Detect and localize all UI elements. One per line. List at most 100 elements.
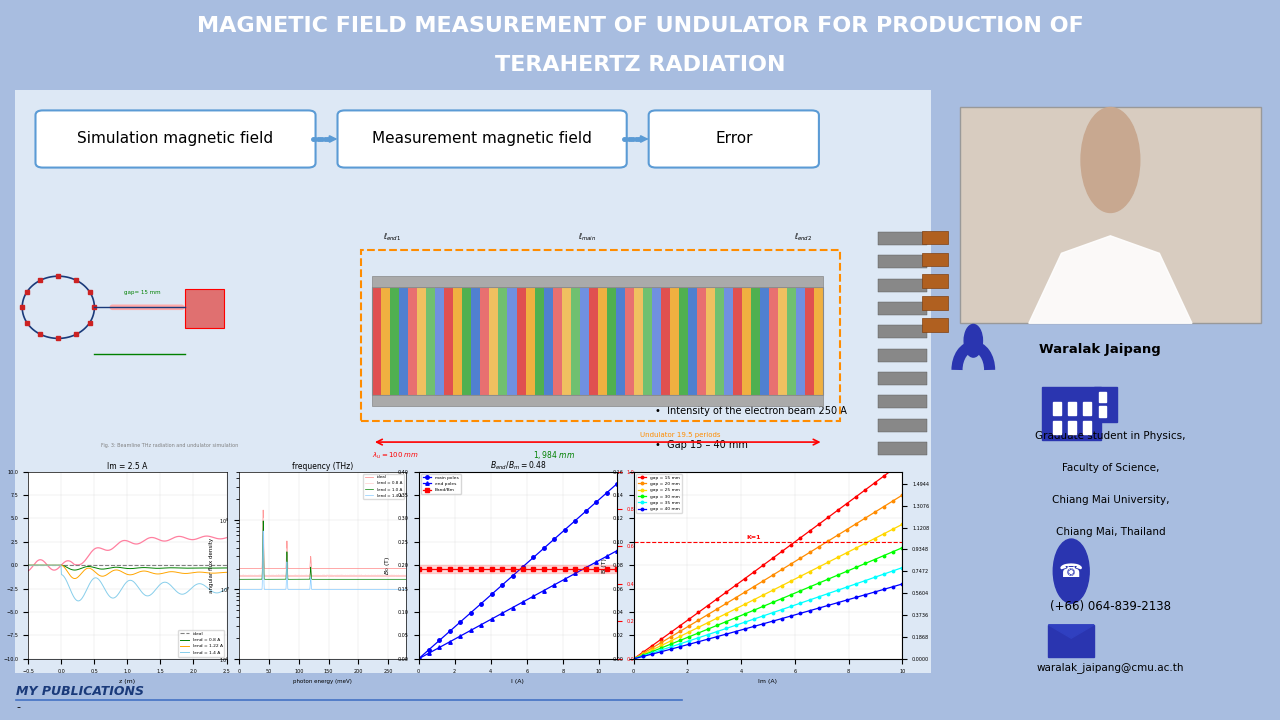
Circle shape (964, 325, 983, 357)
Bar (444, 287, 453, 395)
gap = 25 mm (626, 654, 641, 663)
gap = 35 mm (858, 576, 873, 585)
Bar (660, 287, 669, 395)
Iend = 1.0 A (312, 575, 328, 584)
Text: •  Electron energy 16 MeV: • Electron energy 16 MeV (654, 372, 783, 381)
ideal (164, 561, 179, 570)
Bar (878, 372, 927, 385)
Iend = 0.8 A (393, 571, 408, 580)
gap = 30 mm (672, 636, 687, 645)
Bar (580, 287, 589, 395)
gap = 35 mm (663, 643, 678, 652)
end poles (484, 615, 499, 624)
gap = 15 mm (829, 506, 845, 515)
gap = 35 mm (774, 606, 790, 614)
Line: Iend = 0.8 A: Iend = 0.8 A (239, 518, 406, 577)
gap = 20 mm (644, 644, 659, 652)
gap = 25 mm (672, 632, 687, 641)
gap = 35 mm (709, 627, 724, 636)
gap = 30 mm (829, 571, 845, 580)
gap = 40 mm (867, 588, 882, 596)
gap = 15 mm (737, 575, 753, 583)
Bar (589, 287, 598, 395)
gap = 15 mm (858, 485, 873, 494)
gap = 30 mm (626, 654, 641, 663)
gap = 20 mm (728, 593, 744, 602)
Band/Bm (589, 564, 604, 573)
gap = 15 mm (840, 499, 855, 508)
gap = 20 mm (654, 638, 669, 647)
FancyBboxPatch shape (338, 110, 627, 168)
Bar (878, 256, 927, 269)
Text: -: - (17, 702, 20, 712)
gap = 30 mm (886, 547, 901, 556)
ideal (146, 561, 161, 570)
Bar (544, 287, 553, 395)
main poles (421, 645, 436, 654)
main poles (579, 507, 594, 516)
gap = 40 mm (709, 632, 724, 641)
gap = 15 mm (663, 628, 678, 636)
Iend = 1.0 A (256, 516, 271, 525)
gap = 15 mm (654, 635, 669, 644)
gap = 25 mm (728, 605, 744, 613)
main poles (442, 627, 457, 636)
Title: frequency (THz): frequency (THz) (292, 462, 353, 471)
gap = 40 mm (681, 640, 696, 649)
Polygon shape (1048, 625, 1094, 638)
ideal (393, 564, 408, 573)
gap = 20 mm (663, 633, 678, 642)
gap = 30 mm (700, 625, 716, 634)
Text: Chiang Mai University,: Chiang Mai University, (1052, 495, 1169, 505)
main poles (463, 608, 479, 617)
gap = 40 mm (895, 580, 910, 588)
gap = 35 mm (691, 634, 707, 642)
gap = 20 mm (765, 571, 781, 580)
gap = 20 mm (783, 559, 799, 568)
gap = 20 mm (812, 542, 827, 551)
gap = 15 mm (672, 621, 687, 630)
Band/Bm (579, 564, 594, 573)
end poles (589, 558, 604, 567)
gap = 40 mm (755, 619, 771, 628)
gap = 35 mm (681, 636, 696, 645)
gap = 30 mm (635, 651, 650, 660)
gap = 35 mm (812, 593, 827, 601)
end poles (567, 569, 582, 577)
Bar (372, 276, 823, 287)
gap = 30 mm (654, 644, 669, 652)
Iend = 0.8 A (67, 566, 82, 575)
X-axis label: z (m): z (m) (119, 679, 136, 684)
Iend = 0.8 A (100, 564, 115, 573)
gap = 40 mm (803, 606, 818, 615)
gap = 20 mm (829, 531, 845, 539)
Bar (426, 287, 435, 395)
Bar (878, 325, 927, 338)
Band/Bm (516, 564, 531, 573)
Iend = 0.8 A (256, 514, 271, 523)
Bar (372, 287, 381, 395)
Bar (1100, 392, 1106, 402)
gap = 20 mm (681, 621, 696, 630)
gap = 35 mm (728, 621, 744, 629)
Iend = 1.4 A (146, 588, 161, 597)
Bar (922, 297, 947, 310)
Line: Iend = 1.22 A: Iend = 1.22 A (28, 565, 227, 579)
Bar (399, 287, 408, 395)
Bar (562, 287, 571, 395)
Iend = 1.4 A (308, 585, 324, 594)
gap = 20 mm (877, 503, 892, 511)
Line: gap = 35 mm: gap = 35 mm (632, 567, 904, 660)
gap = 25 mm (765, 586, 781, 595)
Bar (643, 287, 652, 395)
gap = 15 mm (644, 642, 659, 650)
FancyBboxPatch shape (36, 110, 316, 168)
FancyBboxPatch shape (960, 107, 1261, 323)
Bar (408, 287, 417, 395)
end poles (516, 598, 531, 606)
Iend = 1.0 A (393, 575, 408, 584)
end poles (547, 580, 562, 589)
Bar (390, 287, 399, 395)
Bar (922, 253, 947, 266)
Bar (372, 287, 823, 395)
